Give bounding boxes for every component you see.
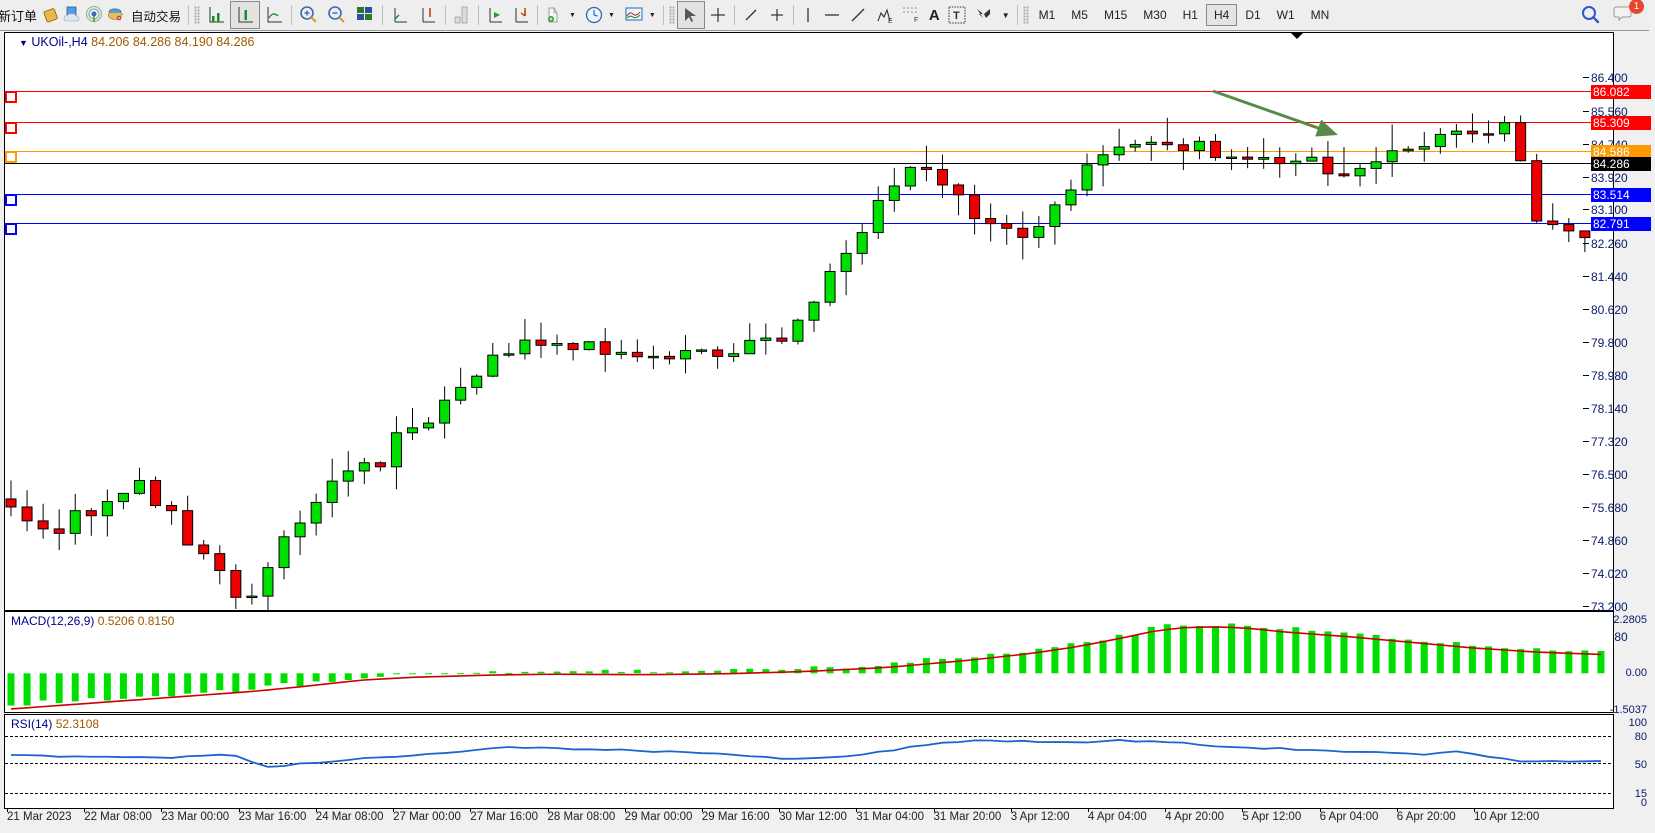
svg-text:F: F [914, 17, 918, 23]
svg-text:E: E [888, 18, 893, 25]
svg-text:T: T [953, 10, 960, 22]
